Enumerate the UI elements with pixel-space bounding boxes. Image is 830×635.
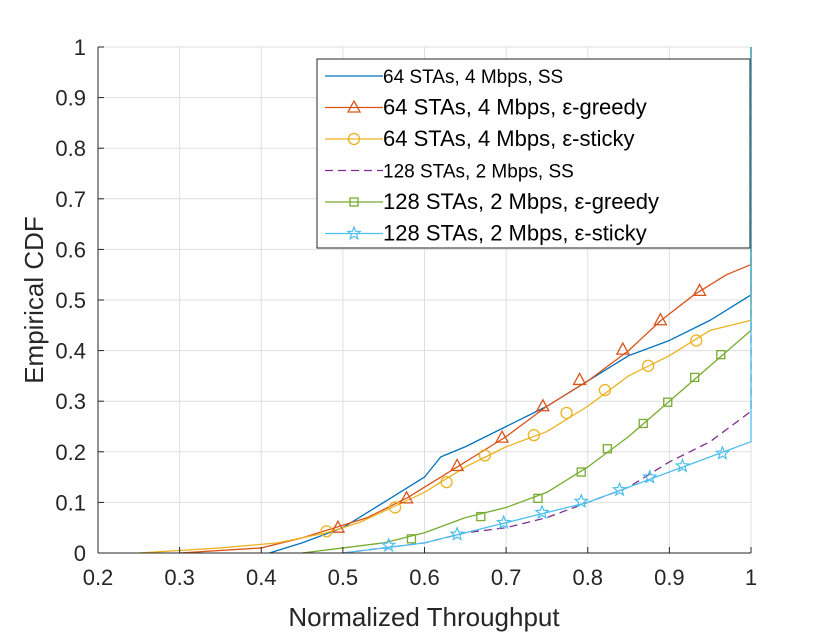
- tick-labels: 0.2 0.3 0.4 0.5 0.6 0.7 0.8 0.9 1 0 0.1 0.2 0.3 0.4 0.…: [55, 35, 757, 590]
- series-2-marker: [450, 458, 465, 472]
- y-tick-label: 0.2: [55, 440, 86, 465]
- series-5-marker: [533, 493, 543, 504]
- series-2-marker: [399, 490, 414, 504]
- series-2-marker: [572, 372, 587, 386]
- series-3-marker: [598, 383, 612, 397]
- series-line-6: [342, 47, 752, 554]
- series-5-marker: [602, 444, 612, 454]
- series-3-marker: [388, 501, 402, 514]
- legend-label-3: 64 STAs, 4 Mbps, ε-sticky: [383, 126, 634, 151]
- x-tick-label: 0.6: [409, 565, 440, 590]
- series-line-3: [138, 47, 752, 554]
- series-line-2: [179, 47, 752, 554]
- y-axis-label: Empirical CDF: [19, 216, 49, 384]
- legend-label-1: 64 STAs, 4 Mbps, SS: [383, 67, 563, 88]
- series-6-marker: [611, 481, 628, 497]
- series-2-marker: [494, 429, 510, 443]
- legend-label-6: 128 STAs, 2 Mbps, ε-sticky: [383, 221, 647, 246]
- series-6-marker: [714, 445, 731, 460]
- series-6-marker: [573, 493, 589, 508]
- legend-marker-6: [346, 225, 362, 241]
- series-3-marker: [527, 428, 541, 442]
- series-6-marker: [495, 514, 512, 530]
- legend-label-5: 128 STAs, 2 Mbps, ε-greedy: [383, 189, 659, 214]
- series-markers: [320, 283, 731, 553]
- y-tick-label: 0.9: [55, 86, 86, 111]
- series-line-1: [269, 47, 752, 554]
- x-tick-label: 0.9: [654, 565, 685, 590]
- x-tick-label: 0.8: [572, 565, 603, 590]
- y-tick-label: 0: [74, 541, 86, 566]
- series-2-marker: [330, 519, 346, 533]
- series-5-marker: [406, 534, 417, 544]
- y-tick-label: 0.7: [55, 187, 86, 212]
- y-tick-label: 0.5: [55, 288, 86, 313]
- axes: [97, 46, 752, 554]
- y-tick-label: 0.6: [55, 237, 86, 262]
- series-3-marker: [690, 334, 703, 347]
- y-tick-label: 0.8: [55, 136, 86, 161]
- series-3-marker: [642, 359, 655, 372]
- y-tick-label: 0.3: [55, 389, 86, 414]
- series-2-marker: [535, 398, 550, 412]
- series-2-marker: [692, 283, 707, 297]
- series-3-marker: [440, 476, 453, 489]
- series-3-marker: [560, 406, 573, 419]
- legend-label-4: 128 STAs, 2 Mbps, SS: [383, 162, 574, 183]
- x-tick-label: 0.7: [491, 565, 522, 590]
- series-6-marker: [449, 526, 465, 541]
- x-tick-label: 0.3: [164, 565, 195, 590]
- legend: 64 STAs, 4 Mbps, SS 64 STAs, 4 Mbps, ε-gr…: [316, 58, 751, 249]
- series-3-marker: [320, 525, 333, 538]
- y-tick-label: 1: [74, 35, 86, 60]
- series-5-marker: [638, 418, 648, 429]
- series-5-marker: [476, 511, 486, 522]
- x-tick-label: 0.4: [246, 565, 277, 590]
- series-2-marker: [653, 312, 668, 326]
- y-tick-label: 0.1: [55, 490, 86, 515]
- y-tick-label: 0.4: [55, 339, 86, 364]
- x-axis-label: Normalized Throughput: [288, 602, 560, 632]
- legend-label-2: 64 STAs, 4 Mbps, ε-greedy: [383, 95, 647, 120]
- series-5-marker: [716, 349, 726, 360]
- legend-box: [316, 58, 751, 249]
- series-6-marker: [380, 537, 397, 553]
- series-6-marker: [534, 504, 550, 520]
- x-tick-label: 0.2: [83, 565, 114, 590]
- series-6-marker: [674, 457, 691, 473]
- legend-marker-5: [349, 197, 359, 207]
- legend-marker-2: [346, 99, 362, 113]
- series-6-marker: [642, 468, 658, 484]
- x-tick-label: 0.5: [328, 565, 359, 590]
- legend-marker-3: [347, 132, 361, 146]
- series-5-marker: [690, 372, 700, 383]
- x-tick-label: 1: [745, 565, 757, 590]
- series-5-marker: [663, 397, 673, 407]
- series-3-marker: [478, 449, 492, 462]
- series-2-marker: [615, 341, 630, 355]
- series-5-marker: [576, 467, 586, 477]
